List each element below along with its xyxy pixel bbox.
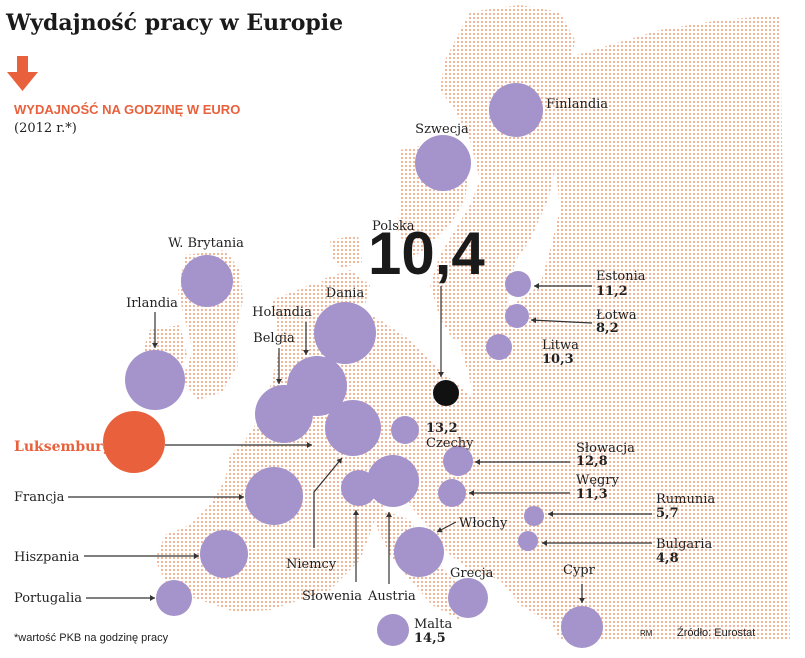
author-initials: RM: [640, 629, 653, 638]
label-luksemburg: Luksemburg: [14, 439, 113, 455]
leader-arrow-lotwa: [531, 317, 537, 324]
down-arrow-icon: [7, 56, 38, 91]
label-niemcy: Niemcy: [286, 557, 337, 572]
leader-arrow-niemcy: [336, 458, 342, 464]
chart-subtitle: WYDAJNOŚĆ NA GODZINĘ W EURO: [14, 102, 240, 117]
chart-period: (2012 r.*): [14, 121, 77, 136]
bubble-malta[interactable]: [377, 614, 409, 646]
bubble-slowacja[interactable]: [443, 446, 473, 476]
label-finlandia: Finlandia: [546, 97, 608, 112]
label-hiszpania: Hiszpania: [14, 550, 80, 565]
bubble-wlochy[interactable]: [394, 527, 444, 577]
bubble-austria[interactable]: [367, 455, 419, 507]
leader-arrow-francja: [239, 494, 244, 500]
value-czechy: 13,2: [426, 421, 458, 436]
bubbles-layer: [103, 83, 603, 648]
bubble-belgia[interactable]: [255, 385, 313, 443]
label-wlochy: Włochy: [459, 516, 508, 531]
label-estonia: Estonia: [596, 269, 646, 284]
label-slowacja: Słowacja: [576, 441, 635, 456]
bubble-cypr[interactable]: [561, 606, 603, 648]
leader-arrow-wegry: [469, 490, 474, 496]
leader-arrow-wlochy: [437, 527, 443, 533]
label-belgia: Belgia: [253, 331, 295, 346]
leader-arrow-austria: [386, 512, 392, 517]
leader-line-lotwa: [530, 319, 593, 324]
bubble-grecja[interactable]: [448, 578, 488, 618]
footnote: *wartość PKB na godzinę pracy: [14, 632, 169, 644]
bubble-litwa[interactable]: [486, 334, 512, 360]
bubble-luksemburg[interactable]: [103, 411, 165, 473]
label-szwecja: Szwecja: [415, 122, 469, 137]
label-irlandia: Irlandia: [126, 296, 178, 311]
label-bulgaria: Bulgaria: [656, 537, 713, 552]
leader-arrow-luksemburg: [307, 442, 312, 448]
value-rumunia: 5,7: [656, 506, 679, 521]
bubble-szwecja[interactable]: [415, 135, 471, 191]
label-lotwa: Łotwa: [596, 308, 637, 323]
label-w-brytania: W. Brytania: [168, 236, 244, 251]
bubble-bulgaria[interactable]: [518, 531, 538, 551]
value-bulgaria: 4,8: [656, 551, 679, 566]
leader-arrow-slowenia: [353, 510, 359, 515]
chart-title: Wydajność pracy w Europie: [5, 10, 343, 36]
value-estonia: 11,2: [596, 284, 628, 299]
leader-arrow-belgia: [276, 379, 282, 384]
leader-line-niemcy: [313, 457, 343, 548]
bubble-dania[interactable]: [314, 302, 376, 364]
label-grecja: Grecja: [450, 566, 494, 581]
value-litwa: 10,3: [542, 352, 574, 367]
value-lotwa: 8,2: [596, 321, 619, 336]
europe-dot-map: [140, 5, 790, 640]
source-note: Źródło: Eurostat: [677, 626, 755, 639]
value-malta: 14,5: [414, 631, 446, 646]
leader-arrow-portugalia: [150, 595, 155, 601]
bubble-francja[interactable]: [245, 467, 303, 525]
leader-arrow-rumunia: [548, 511, 553, 517]
label-wegry: Węgry: [576, 473, 620, 488]
label-holandia: Holandia: [252, 305, 312, 320]
bubble-czechy[interactable]: [391, 416, 419, 444]
value-polska: 10,4: [368, 220, 485, 287]
label-francja: Francja: [14, 490, 65, 505]
leader-arrow-polska: [438, 372, 444, 377]
label-rumunia: Rumunia: [656, 492, 715, 507]
bubble-lotwa[interactable]: [505, 304, 529, 328]
bubble-estonia[interactable]: [505, 271, 531, 297]
label-austria: Austria: [367, 589, 416, 604]
value-wegry: 11,3: [576, 487, 608, 502]
label-malta: Malta: [414, 617, 452, 632]
label-portugalia: Portugalia: [14, 591, 82, 606]
leader-arrow-estonia: [534, 283, 539, 289]
leader-arrow-bulgaria: [542, 540, 547, 546]
label-czechy: Czechy: [426, 436, 474, 451]
label-slowenia: Słowenia: [302, 589, 362, 604]
bubble-niemcy[interactable]: [325, 400, 381, 456]
bubble-finlandia[interactable]: [489, 83, 543, 137]
bubble-polska[interactable]: [433, 380, 459, 406]
bubble-w-brytania[interactable]: [181, 255, 233, 307]
leader-arrow-slowacja: [475, 459, 480, 465]
bubble-portugalia[interactable]: [156, 580, 192, 616]
bubble-wegry[interactable]: [438, 479, 466, 507]
bubble-irlandia[interactable]: [125, 350, 185, 410]
value-slowacja: 12,8: [576, 454, 608, 469]
leader-lines: [68, 283, 652, 603]
bubble-hiszpania[interactable]: [200, 530, 248, 578]
label-dania: Dania: [326, 286, 365, 301]
leader-arrow-cypr: [579, 598, 585, 603]
label-litwa: Litwa: [542, 338, 579, 353]
leader-arrow-holandia: [303, 350, 309, 355]
bubble-rumunia[interactable]: [524, 506, 544, 526]
label-cypr: Cypr: [563, 563, 596, 578]
leader-arrow-irlandia: [152, 343, 158, 348]
leader-arrow-hiszpania: [194, 553, 199, 559]
label-polska: Polska: [372, 219, 415, 234]
